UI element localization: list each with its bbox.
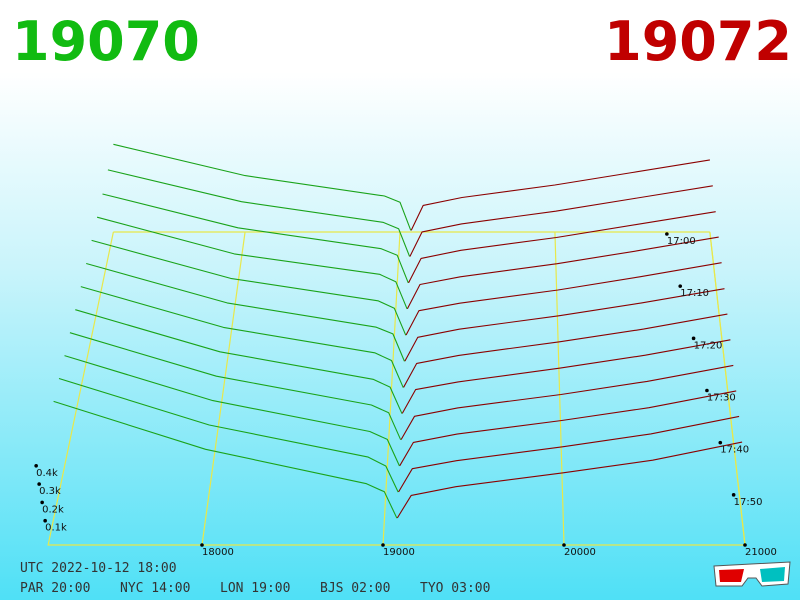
bid-price: 19070: [12, 10, 200, 73]
ask-depth-line: [399, 390, 737, 466]
tick-mark: [43, 518, 47, 523]
ask-depth-line: [401, 339, 731, 414]
v-tick-label: 0.4k: [36, 468, 58, 479]
ask-depth-line: [404, 288, 725, 362]
ask-depth-line: [398, 415, 740, 493]
bid-depth-line: [69, 332, 402, 441]
bid-depth-line: [75, 309, 403, 414]
bid-depth-line: [86, 262, 406, 362]
v-tick-label: 0.1k: [45, 523, 67, 534]
ask-depth-line: [408, 211, 716, 283]
clock: NYC 14:00: [120, 581, 190, 596]
grid-line: [554, 231, 565, 546]
ask-depth-line: [403, 313, 728, 388]
tick-mark: [34, 464, 38, 468]
ask-depth-line: [396, 441, 743, 519]
ask-price: 19072: [604, 10, 792, 73]
clock: LON 19:00: [220, 581, 290, 596]
bid-depth-line: [64, 355, 400, 467]
bid-depth-line: [58, 377, 399, 493]
tick-mark: [562, 543, 566, 547]
glasses-icon: [713, 561, 791, 587]
time-tick-mark: [731, 493, 736, 497]
tick-mark: [743, 543, 747, 547]
tick-mark: [200, 543, 204, 547]
time-tick-label: 17:50: [734, 497, 763, 508]
grid-line: [709, 231, 746, 546]
bid-depth-line: [113, 143, 412, 231]
time-tick-label: 17:30: [707, 393, 736, 404]
ask-depth-line: [400, 364, 734, 440]
x-tick-label: 19000: [383, 547, 415, 558]
grid-line: [201, 231, 246, 546]
bid-depth-line: [80, 286, 404, 388]
clock: BJS 02:00: [320, 581, 390, 596]
x-tick-label: 18000: [202, 547, 234, 558]
bid-depth-line: [96, 216, 408, 310]
v-tick-label: 0.2k: [42, 504, 64, 515]
utc-time: UTC 2022-10-12 18:00: [20, 561, 177, 576]
bid-depth-line: [91, 239, 407, 336]
x-tick-label: 21000: [745, 547, 777, 558]
clock: TYO 03:00: [420, 581, 490, 596]
ask-depth-line: [405, 262, 722, 336]
time-tick-mark: [705, 388, 709, 393]
x-tick-label: 20000: [564, 547, 596, 558]
tick-mark: [37, 482, 41, 486]
ask-depth-line: [406, 236, 719, 310]
time-tick-mark: [718, 440, 723, 445]
time-tick-label: 17:10: [680, 288, 709, 299]
time-tick-label: 17:40: [720, 445, 749, 456]
time-tick-mark: [678, 284, 683, 288]
ask-depth-line: [410, 159, 710, 231]
tick-mark: [381, 543, 385, 547]
time-tick-mark: [691, 336, 696, 341]
bid-depth-line: [102, 193, 409, 284]
tick-mark: [40, 500, 44, 505]
time-tick-label: 17:00: [667, 236, 696, 247]
bid-depth-line: [107, 169, 411, 257]
bid-depth-line: [53, 400, 398, 519]
v-tick-label: 0.3k: [39, 486, 61, 497]
plot-area: 18000 19000 20000 21000 17:00 17:10 17:20 17:30…: [34, 143, 777, 558]
time-tick-mark: [665, 232, 669, 236]
ask-depth-line: [409, 185, 713, 257]
frame: [47, 231, 746, 546]
grid-line: [382, 231, 401, 546]
time-tick-label: 17:20: [694, 340, 723, 351]
clock: PAR 20:00: [20, 581, 90, 596]
